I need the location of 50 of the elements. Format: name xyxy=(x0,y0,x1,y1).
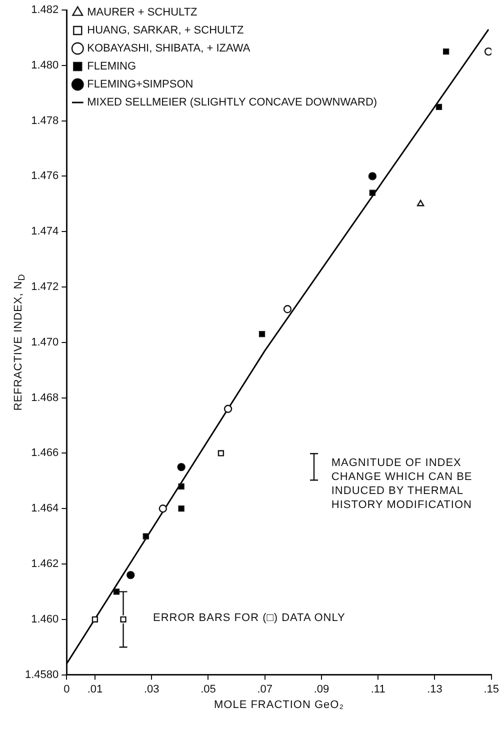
x-tick-label: .09 xyxy=(314,683,330,696)
y-tick-label: 1.468 xyxy=(31,392,59,404)
x-tick-label: .13 xyxy=(427,683,442,696)
legend-label: MIXED SELLMEIER (SLIGHTLY CONCAVE DOWNWARD) xyxy=(87,96,378,109)
point xyxy=(177,462,186,472)
x-tick-label: .05 xyxy=(200,683,216,696)
x-tick-label: .15 xyxy=(484,683,500,696)
point xyxy=(283,305,292,314)
x-tick-label: .11 xyxy=(370,683,386,696)
y-tick-label: 1.470 xyxy=(31,336,59,348)
legend-label: KOBAYASHI, SHIBATA, + IZAWA xyxy=(87,42,251,55)
point xyxy=(92,616,98,622)
point xyxy=(178,483,184,490)
point xyxy=(442,48,450,55)
point xyxy=(178,506,184,512)
y-tick-label: 1.478 xyxy=(31,114,59,127)
point xyxy=(436,104,442,110)
annotation: MAGNITUDE OF INDEX CHANGE WHICH CAN BE INDUCED BY THERMAL HISTORY MODIFICATION xyxy=(331,456,474,512)
point xyxy=(484,47,492,56)
y-tick-label: 1.472 xyxy=(31,281,59,294)
point xyxy=(142,533,149,540)
y-tick-label: 1.482 xyxy=(31,4,59,16)
y-tick-label: 1.4580 xyxy=(24,668,59,681)
point xyxy=(113,588,120,595)
x-tick-label: .01 xyxy=(87,683,103,696)
legend-label: HUANG, SARKAR, + SCHULTZ xyxy=(87,24,244,37)
y-tick-label: 1.462 xyxy=(31,558,59,570)
x-tick-label: .03 xyxy=(144,683,160,696)
x-tick-label: .07 xyxy=(257,683,272,696)
y-tick-label: 1.460 xyxy=(31,613,59,626)
point xyxy=(368,172,377,180)
legend-label: MAURER + SCHULTZ xyxy=(87,6,198,19)
y-tick-label: 1.464 xyxy=(31,502,59,515)
point xyxy=(369,190,376,196)
y-tick-label: 1.480 xyxy=(31,59,59,72)
point xyxy=(126,570,135,580)
point xyxy=(158,504,168,513)
legend-label: FLEMING xyxy=(87,60,136,73)
point xyxy=(416,200,424,206)
y-tick-label: 1.466 xyxy=(31,447,59,460)
x-tick-label: 0 xyxy=(64,683,70,696)
y-tick-label: 1.474 xyxy=(31,226,59,238)
point xyxy=(224,404,232,413)
annotation: ERROR BARS FOR (□) DATA ONLY xyxy=(153,611,346,626)
y-tick-label: 1.476 xyxy=(31,170,59,182)
point xyxy=(258,331,266,338)
point xyxy=(218,450,224,456)
x-axis-title: MOLE FRACTION GeO₂ xyxy=(212,698,345,711)
legend-label: FLEMING+SIMPSON xyxy=(87,78,194,91)
point xyxy=(120,616,126,622)
